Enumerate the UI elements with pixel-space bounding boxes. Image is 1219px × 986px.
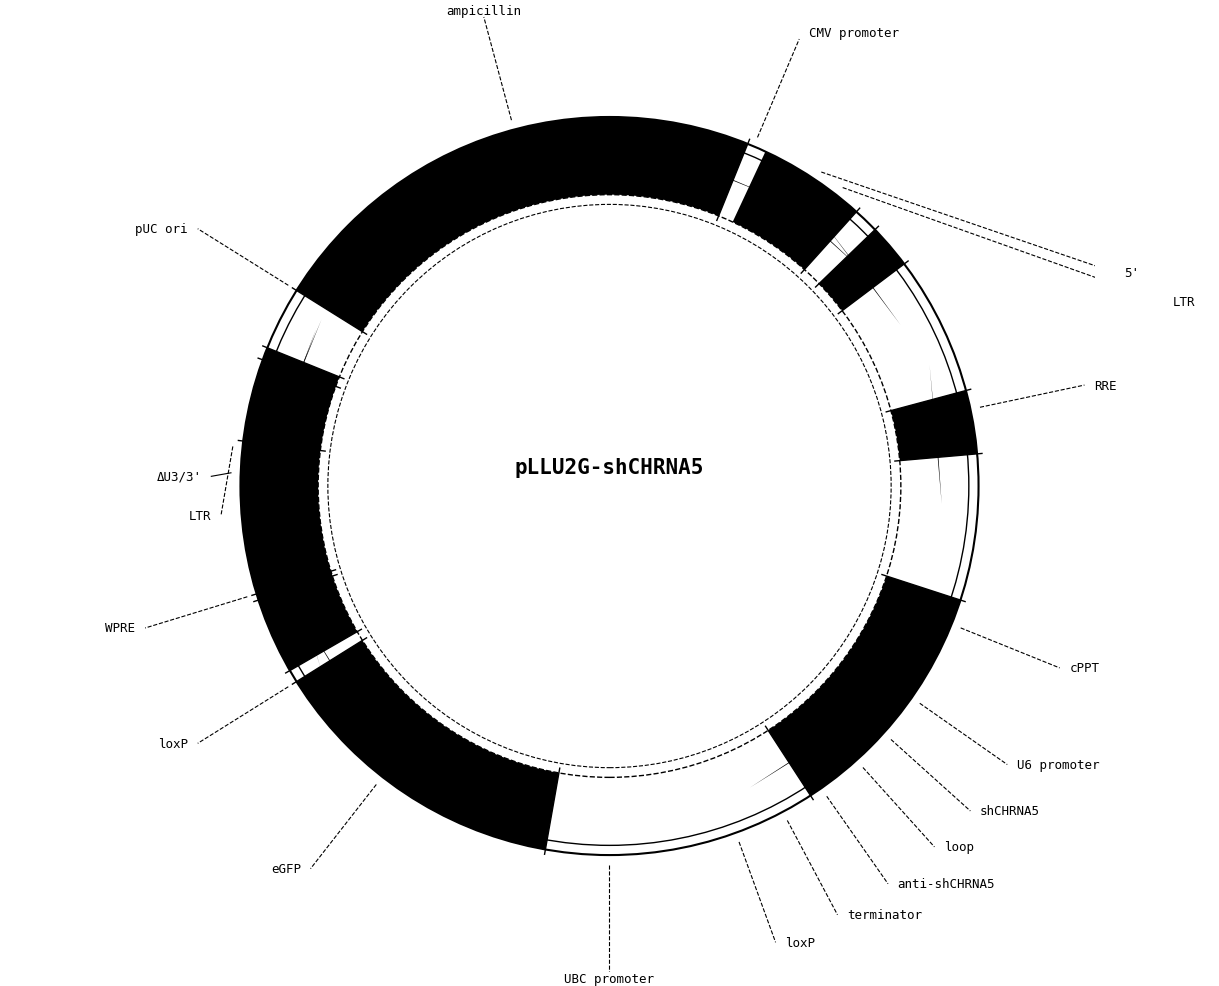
Polygon shape [761,179,864,273]
Text: loop: loop [945,840,974,854]
Text: eGFP: eGFP [271,863,301,876]
Text: UBC promoter: UBC promoter [564,971,655,985]
Polygon shape [296,641,558,850]
Polygon shape [647,147,777,199]
Text: anti-shCHRNA5: anti-shCHRNA5 [897,878,995,890]
Text: LTR: LTR [1173,296,1196,309]
Text: U6 promoter: U6 promoter [1017,758,1100,771]
Text: shCHRNA5: shCHRNA5 [980,805,1040,817]
Polygon shape [240,361,335,600]
Polygon shape [891,391,978,461]
Polygon shape [733,153,857,270]
Polygon shape [280,538,322,671]
Text: 5': 5' [1124,266,1140,280]
Polygon shape [296,118,747,332]
Text: ampicillin: ampicillin [446,5,522,18]
Polygon shape [268,330,316,461]
Polygon shape [305,621,379,740]
Text: RRE: RRE [1095,380,1117,392]
Polygon shape [269,319,322,450]
Polygon shape [244,348,339,451]
Polygon shape [256,572,357,670]
Text: pUC ori: pUC ori [135,223,188,236]
Text: WPRE: WPRE [105,622,135,635]
Text: terminator: terminator [847,908,923,921]
Polygon shape [817,214,901,326]
Text: loxP: loxP [785,936,816,949]
Polygon shape [819,231,904,312]
Text: pLLU2G-shCHRNA5: pLLU2G-shCHRNA5 [514,458,705,477]
Text: cPPT: cPPT [1069,662,1100,674]
Polygon shape [768,577,961,796]
Polygon shape [930,366,942,505]
Text: ΔU3/3': ΔU3/3' [156,470,201,483]
Text: loxP: loxP [158,738,188,750]
Text: CMV promoter: CMV promoter [809,27,898,40]
Polygon shape [750,712,867,788]
Text: LTR: LTR [189,509,211,523]
